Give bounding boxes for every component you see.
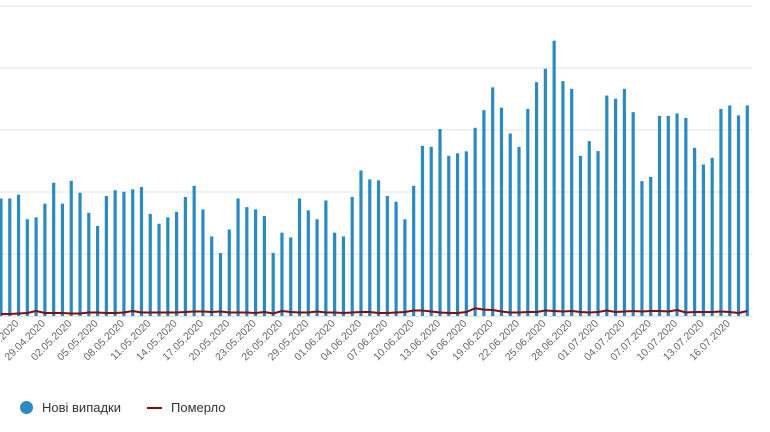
bar-12.06.2020[interactable]	[429, 146, 433, 316]
bar-26.04.2020[interactable]	[16, 194, 21, 316]
bar-29.06.2020[interactable]	[578, 155, 583, 316]
bar-29.05.2020[interactable]	[306, 210, 310, 316]
bar-02.07.2020[interactable]	[605, 95, 609, 316]
bar-15.05.2020[interactable]	[183, 196, 187, 316]
bar-07.07.2020[interactable]	[649, 176, 653, 316]
bar-23.05.2020[interactable]	[254, 209, 258, 316]
bar-02.06.2020[interactable]	[341, 236, 346, 316]
bar-17.07.2020[interactable]	[736, 115, 741, 316]
bar-10.06.2020[interactable]	[412, 185, 416, 316]
bar-04.05.2020[interactable]	[87, 212, 91, 316]
bar-16.05.2020[interactable]	[192, 185, 196, 316]
bar-16.06.2020[interactable]	[464, 151, 468, 316]
bar-22.06.2020[interactable]	[517, 146, 521, 316]
bar-18.05.2020[interactable]	[210, 236, 214, 316]
bar-04.06.2020[interactable]	[359, 170, 363, 316]
bar-21.06.2020[interactable]	[508, 133, 512, 316]
bar-11.06.2020[interactable]	[420, 145, 425, 316]
bar-29.04.2020[interactable]	[43, 203, 47, 316]
bar-15.06.2020[interactable]	[455, 153, 460, 316]
bar-09.05.2020[interactable]	[131, 189, 135, 316]
bar-03.07.2020[interactable]	[614, 98, 618, 316]
bar-05.07.2020[interactable]	[631, 112, 635, 316]
x-axis-tick-labels: 26.04.202029.04.202002.05.202005.05.2020…	[0, 318, 733, 364]
bar-26.06.2020[interactable]	[552, 40, 556, 316]
bar-02.05.2020[interactable]	[69, 180, 73, 316]
deaths-line	[1, 307, 748, 315]
bar-08.05.2020[interactable]	[122, 191, 126, 316]
bar-17.05.2020[interactable]	[201, 209, 205, 316]
new-cases-marker-icon	[20, 401, 33, 414]
bar-07.05.2020[interactable]	[113, 190, 117, 316]
bar-22.05.2020[interactable]	[245, 207, 249, 316]
bar-17.06.2020[interactable]	[473, 127, 477, 316]
bar-26.05.2020[interactable]	[280, 232, 284, 316]
bar-27.05.2020[interactable]	[289, 237, 293, 316]
bar-08.07.2020[interactable]	[657, 115, 662, 316]
bar-08.06.2020[interactable]	[394, 201, 398, 316]
bar-07.06.2020[interactable]	[385, 195, 389, 316]
bar-28.05.2020[interactable]	[297, 198, 302, 316]
bar-15.07.2020[interactable]	[719, 108, 723, 316]
bar-28.04.2020[interactable]	[34, 217, 38, 316]
bar-14.07.2020[interactable]	[710, 157, 714, 316]
bar-14.06.2020[interactable]	[447, 155, 451, 316]
bar-27.06.2020[interactable]	[561, 81, 565, 316]
bar-25.04.2020[interactable]	[8, 198, 12, 316]
bar-19.06.2020[interactable]	[491, 87, 495, 317]
bar-11.07.2020[interactable]	[684, 117, 688, 317]
bar-18.06.2020[interactable]	[482, 110, 486, 316]
bar-24.06.2020[interactable]	[534, 82, 539, 316]
bar-20.06.2020[interactable]	[499, 107, 504, 317]
bar-21.05.2020[interactable]	[236, 198, 240, 316]
bar-30.06.2020[interactable]	[587, 141, 591, 316]
bar-30.04.2020[interactable]	[52, 182, 56, 316]
bar-30.05.2020[interactable]	[315, 219, 319, 316]
bar-24.05.2020[interactable]	[262, 216, 266, 316]
bar-06.07.2020[interactable]	[640, 181, 644, 316]
bar-06.05.2020[interactable]	[104, 195, 108, 316]
bar-14.05.2020[interactable]	[175, 211, 179, 316]
chart-canvas: 26.04.202029.04.202002.05.202005.05.2020…	[0, 5, 752, 364]
legend-label-deaths: Померло	[171, 400, 226, 415]
bar-19.05.2020[interactable]	[218, 253, 223, 316]
bar-27.04.2020[interactable]	[25, 219, 29, 316]
bar-13.07.2020[interactable]	[701, 164, 705, 316]
bar-24.04.2020[interactable]	[0, 198, 3, 316]
bar-03.05.2020[interactable]	[78, 192, 82, 316]
bar-10.05.2020[interactable]	[139, 187, 144, 316]
legend-label-new-cases: Нові випадки	[42, 400, 121, 415]
bar-10.07.2020[interactable]	[675, 113, 679, 316]
bar-01.06.2020[interactable]	[333, 232, 337, 316]
bar-31.05.2020[interactable]	[324, 200, 328, 316]
bar-16.07.2020[interactable]	[728, 105, 732, 316]
deaths-marker-icon	[147, 406, 162, 409]
bar-01.05.2020[interactable]	[60, 203, 65, 316]
bar-12.05.2020[interactable]	[157, 223, 161, 316]
bar-28.06.2020[interactable]	[570, 88, 574, 316]
new-cases-bars	[0, 40, 749, 317]
bar-04.07.2020[interactable]	[622, 88, 626, 316]
bar-06.06.2020[interactable]	[376, 180, 381, 316]
legend-item-deaths[interactable]: Померло	[147, 400, 226, 415]
bar-25.05.2020[interactable]	[271, 253, 275, 316]
bar-11.05.2020[interactable]	[148, 213, 152, 316]
legend: Нові випадки Померло	[20, 400, 252, 415]
bar-12.07.2020[interactable]	[693, 147, 697, 316]
bar-05.05.2020[interactable]	[95, 225, 100, 316]
bar-25.06.2020[interactable]	[543, 68, 547, 316]
bar-05.06.2020[interactable]	[368, 179, 372, 316]
bar-20.05.2020[interactable]	[227, 229, 231, 316]
bar-01.07.2020[interactable]	[596, 151, 600, 316]
bar-09.06.2020[interactable]	[403, 219, 407, 316]
legend-item-new-cases[interactable]: Нові випадки	[20, 400, 121, 415]
bar-13.06.2020[interactable]	[438, 129, 442, 316]
bar-23.06.2020[interactable]	[526, 108, 530, 316]
bar-18.07.2020[interactable]	[745, 105, 749, 316]
bar-09.07.2020[interactable]	[666, 115, 670, 316]
bar-13.05.2020[interactable]	[166, 217, 170, 316]
bar-03.06.2020[interactable]	[350, 196, 354, 316]
gridlines	[0, 5, 752, 317]
